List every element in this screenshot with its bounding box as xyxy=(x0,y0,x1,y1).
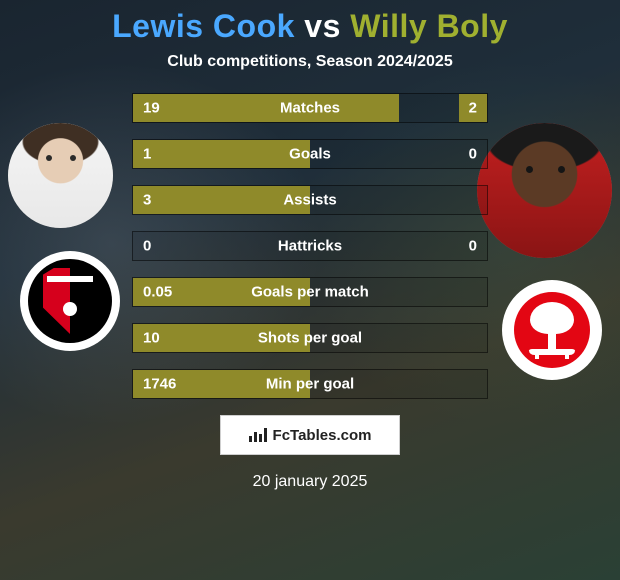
stat-value-right: 2 xyxy=(469,100,477,117)
stat-value-left: 1746 xyxy=(143,376,176,393)
stat-row: 0 0 Hattricks xyxy=(132,231,488,261)
stat-row: 3 Assists xyxy=(132,185,488,215)
stat-value-left: 0 xyxy=(143,238,151,255)
player2-avatar xyxy=(477,123,612,258)
stat-label: Assists xyxy=(283,192,336,209)
avatar-placeholder xyxy=(477,123,612,258)
subtitle: Club competitions, Season 2024/2025 xyxy=(0,53,620,71)
stat-row: 1746 Min per goal xyxy=(132,369,488,399)
avatar-placeholder xyxy=(8,123,113,228)
player2-name: Willy Boly xyxy=(350,8,508,44)
date: 20 january 2025 xyxy=(0,473,620,491)
stat-row: 10 Shots per goal xyxy=(132,323,488,353)
stat-value-right: 0 xyxy=(469,238,477,255)
player1-club-crest xyxy=(20,251,120,351)
stat-value-left: 1 xyxy=(143,146,151,163)
stat-value-right: 0 xyxy=(469,146,477,163)
bar-chart-icon xyxy=(249,428,267,442)
stat-label: Min per goal xyxy=(266,376,354,393)
stat-label: Goals per match xyxy=(251,284,369,301)
stat-label: Hattricks xyxy=(278,238,342,255)
stat-row: 19 2 Matches xyxy=(132,93,488,123)
stat-value-left: 19 xyxy=(143,100,160,117)
page-title: Lewis Cook vs Willy Boly xyxy=(0,0,620,45)
brand-badge: FcTables.com xyxy=(220,415,400,455)
stat-label: Matches xyxy=(280,100,340,117)
stat-label: Shots per goal xyxy=(258,330,362,347)
player2-club-crest xyxy=(502,280,602,380)
player1-name: Lewis Cook xyxy=(112,8,295,44)
bournemouth-crest-icon xyxy=(28,259,112,343)
stat-bar-left xyxy=(133,140,310,168)
nottingham-forest-crest-icon xyxy=(514,292,590,368)
title-joiner: vs xyxy=(304,8,341,44)
stat-row: 0.05 Goals per match xyxy=(132,277,488,307)
stat-row: 1 0 Goals xyxy=(132,139,488,169)
stat-bar-left xyxy=(133,94,399,122)
stat-value-left: 10 xyxy=(143,330,160,347)
brand-text: FcTables.com xyxy=(273,427,372,444)
stat-value-left: 0.05 xyxy=(143,284,172,301)
stat-label: Goals xyxy=(289,146,331,163)
player1-avatar xyxy=(8,123,113,228)
stat-value-left: 3 xyxy=(143,192,151,209)
